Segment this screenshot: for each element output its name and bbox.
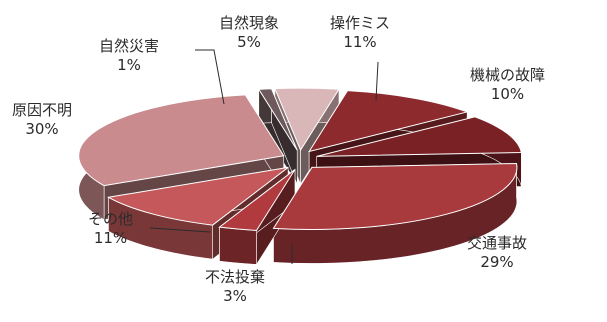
slice-value: 29% bbox=[480, 253, 514, 271]
pie-tops bbox=[78, 87, 522, 231]
leader-line bbox=[149, 227, 211, 233]
pie-slice-wall bbox=[219, 226, 257, 265]
slice-value: 3% bbox=[223, 287, 247, 305]
slice-label-kikai-no-kosho: 機械の故障 10% bbox=[470, 66, 545, 104]
slice-label-sousa-misu: 操作ミス 11% bbox=[330, 14, 390, 52]
pie-slice bbox=[218, 169, 296, 231]
pie-slice bbox=[106, 166, 289, 226]
slice-name: 操作ミス bbox=[330, 14, 391, 32]
pie-slice bbox=[272, 163, 518, 230]
slice-label-shizen-saigai: 自然災害 1% bbox=[99, 37, 159, 75]
slice-value: 30% bbox=[25, 120, 59, 138]
leader-line bbox=[195, 49, 225, 105]
slice-value: 1% bbox=[117, 56, 141, 74]
pie-slice bbox=[257, 88, 298, 151]
leader-lines bbox=[149, 49, 379, 264]
slice-label-shizen-gensho: 自然現象 5% bbox=[219, 14, 279, 52]
slice-value: 5% bbox=[237, 33, 261, 51]
slice-name: 自然災害 bbox=[99, 37, 160, 55]
slice-name: 不法投棄 bbox=[205, 268, 266, 286]
slice-label-kotsu-jiko: 交通事故 29% bbox=[467, 234, 527, 272]
slice-value: 11% bbox=[343, 33, 377, 51]
slice-name: 原因不明 bbox=[12, 101, 73, 119]
slice-name: その他 bbox=[88, 210, 134, 228]
slice-name: 交通事故 bbox=[467, 234, 528, 252]
slice-name: 自然現象 bbox=[219, 14, 280, 32]
pie-slice bbox=[274, 87, 340, 152]
leader-line bbox=[375, 61, 379, 101]
slice-name: 機械の故障 bbox=[470, 66, 546, 84]
slice-label-fuho-toki: 不法投棄 3% bbox=[205, 268, 265, 306]
slice-value: 10% bbox=[490, 85, 525, 103]
pie-slice bbox=[316, 116, 522, 157]
slice-label-gen-in-fumei: 原因不明 30% bbox=[12, 101, 72, 139]
pie-slice bbox=[78, 94, 285, 187]
slice-value: 11% bbox=[93, 229, 128, 247]
slice-label-sonota: その他 11% bbox=[88, 210, 133, 248]
pie-slice bbox=[308, 90, 469, 153]
